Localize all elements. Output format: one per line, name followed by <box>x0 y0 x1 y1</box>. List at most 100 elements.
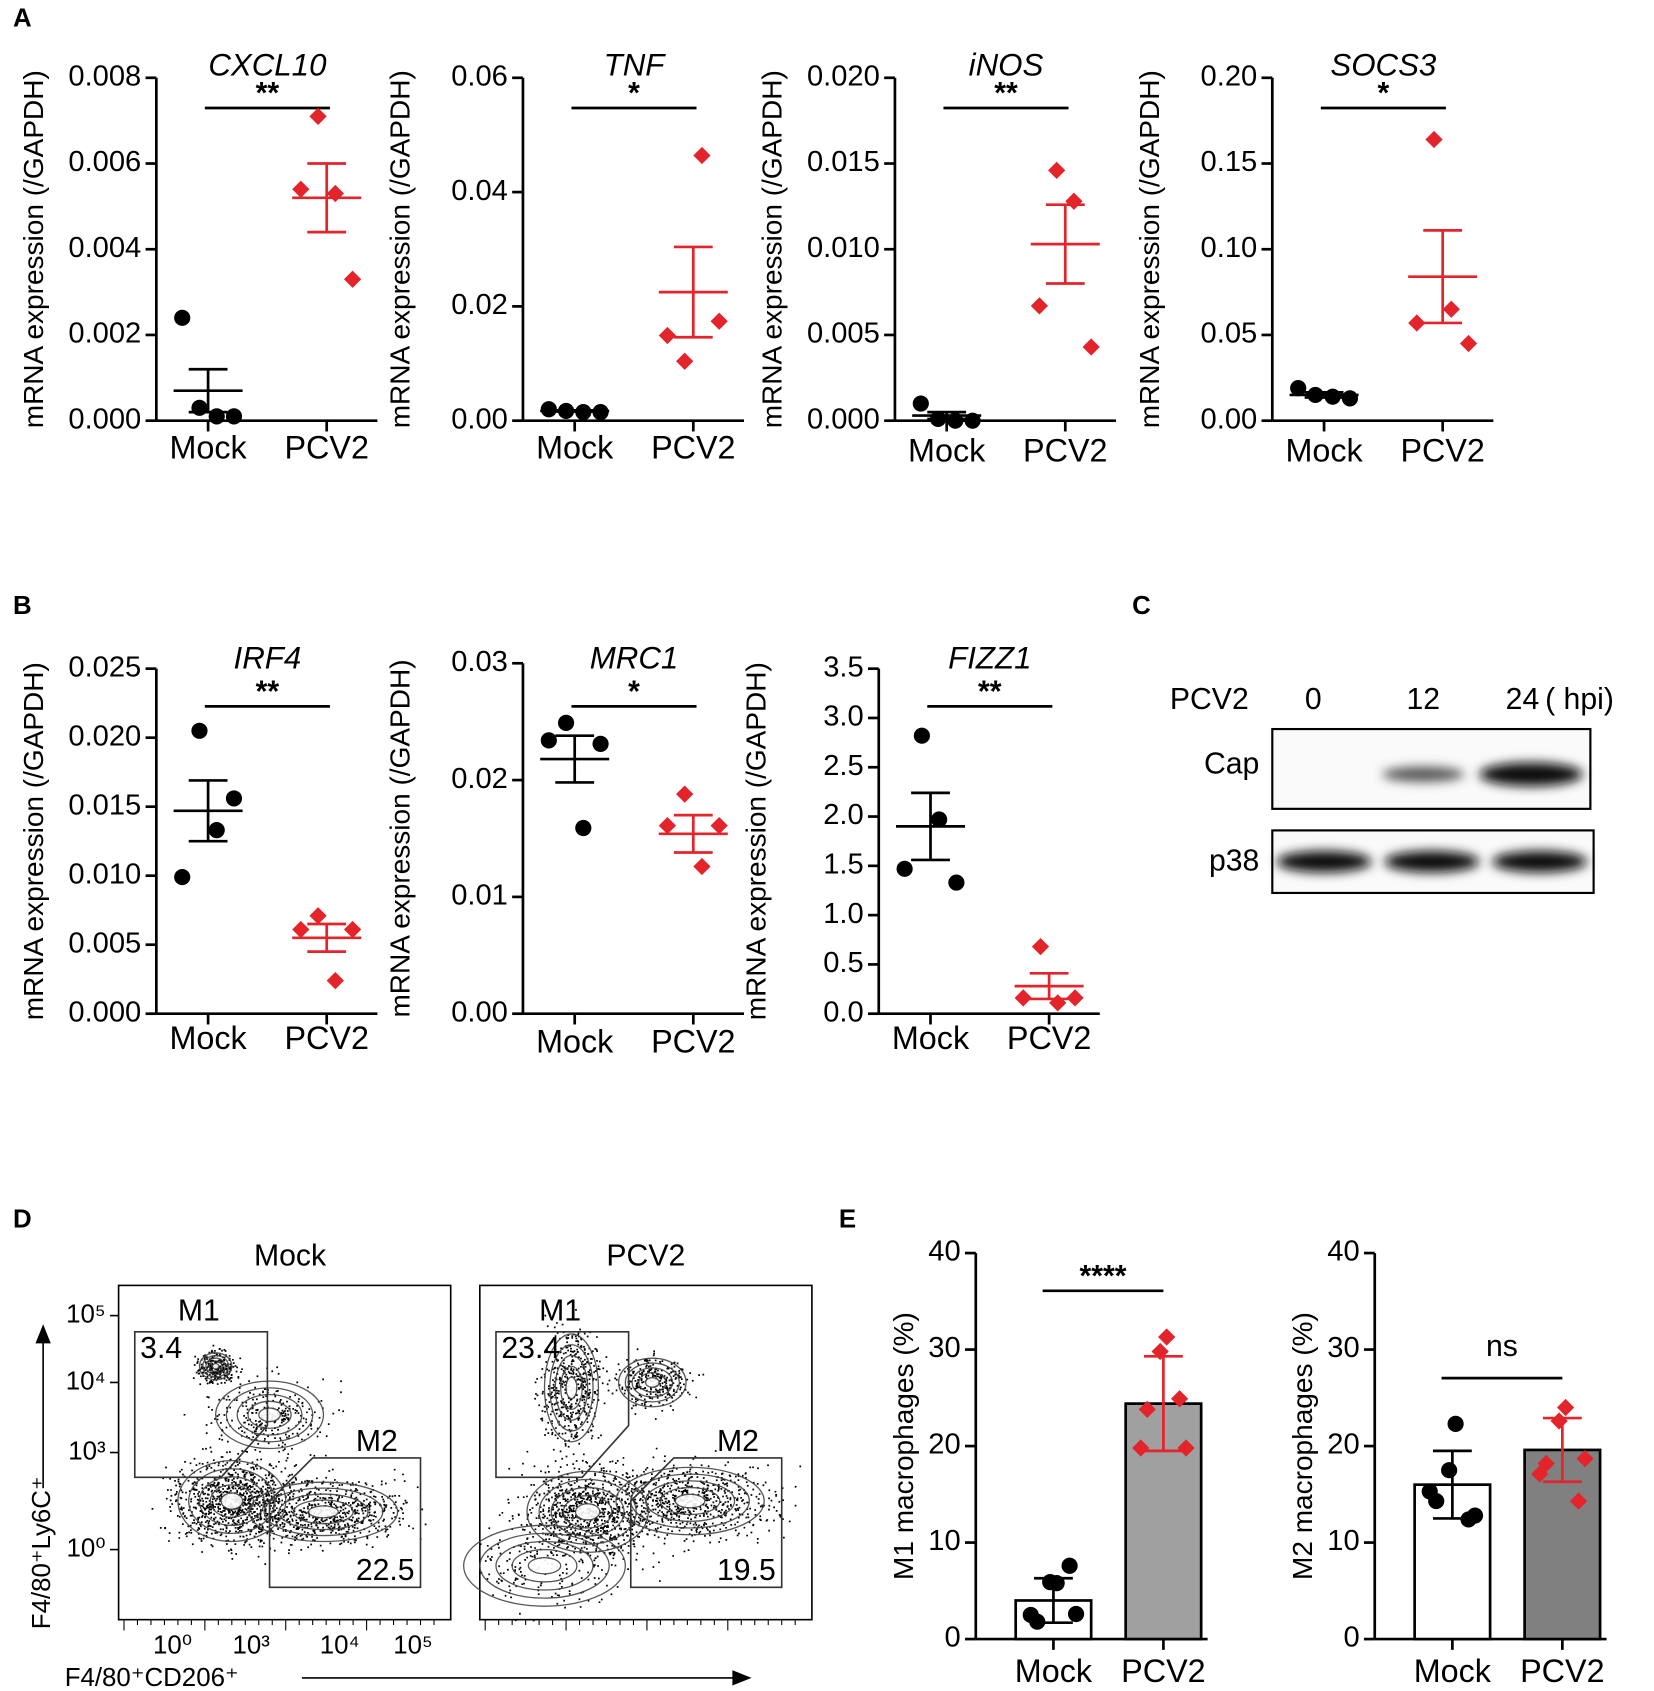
y-tick-label: 0.02 <box>451 289 508 321</box>
y-tick-label: 0.006 <box>68 146 141 178</box>
y-tick-label: 0.000 <box>68 403 141 435</box>
y-tick-label: 0.0 <box>823 996 863 1028</box>
data-point <box>710 312 728 330</box>
x-tick-label: Mock <box>536 429 614 465</box>
gate-m2 <box>268 1457 422 1589</box>
chart-title: SOCS3 <box>1330 47 1437 82</box>
flow-x-tick-label: 10⁰ <box>153 1631 192 1659</box>
data-point <box>948 874 965 891</box>
contour <box>560 1365 583 1411</box>
gate-label: M1 <box>178 1294 220 1327</box>
y-tick-label: 30 <box>928 1332 960 1364</box>
data-point <box>1442 300 1460 318</box>
panel-label: B <box>13 592 32 620</box>
data-point <box>1065 192 1083 210</box>
flow-y-tick-label: 10⁵ <box>66 1300 105 1328</box>
y-tick-label: 0.00 <box>1201 403 1258 435</box>
x-tick-label: PCV2 <box>1121 1653 1205 1689</box>
flow-frame <box>117 1284 452 1621</box>
x-tick-label: Mock <box>536 1023 614 1059</box>
data-point <box>1067 1605 1085 1623</box>
data-point <box>309 907 327 925</box>
gate-m1 <box>495 1330 630 1479</box>
y-tick-label: 10 <box>1327 1525 1359 1557</box>
y-tick-label: 0.005 <box>68 927 141 959</box>
contour <box>236 1393 303 1436</box>
y-tick-label: 10 <box>928 1525 960 1557</box>
x-tick-label: Mock <box>1015 1653 1093 1689</box>
gate-percent: 23.4 <box>501 1332 560 1365</box>
data-point <box>1441 1462 1458 1479</box>
gate-label: M1 <box>539 1294 581 1327</box>
significance-label: ** <box>256 675 280 708</box>
flow-x-label: F4/80⁺CD206⁺ <box>65 1664 239 1691</box>
error-bar <box>1423 229 1463 325</box>
y-tick-label: 0.00 <box>451 996 508 1028</box>
contour <box>293 1499 354 1525</box>
data-point <box>191 399 208 416</box>
y-tick-label: 0.020 <box>68 720 141 752</box>
chart-title: MRC1 <box>590 640 679 675</box>
x-tick-label: PCV2 <box>1023 433 1107 469</box>
error-bar <box>1045 203 1085 285</box>
band <box>1276 850 1372 873</box>
contour <box>198 1476 265 1526</box>
data-point <box>174 868 191 886</box>
data-point <box>326 971 344 990</box>
data-point <box>693 857 711 876</box>
y-tick-label: 2.5 <box>823 750 863 782</box>
contour <box>278 1493 369 1531</box>
contour <box>205 1357 226 1376</box>
y-tick-label: 0 <box>944 1622 960 1654</box>
data-point <box>1550 1412 1568 1430</box>
error-bar <box>307 922 347 953</box>
flow-x-tick-label: 10⁵ <box>393 1631 432 1659</box>
flow-sample-title: Mock <box>254 1239 327 1272</box>
contour <box>554 1354 589 1421</box>
y-tick-label: 0.00 <box>451 403 508 435</box>
error-bar <box>911 791 950 862</box>
y-tick-label: 0.000 <box>68 996 141 1028</box>
y-axis-label: mRNA expression (/GAPDH) <box>740 662 771 1020</box>
data-point <box>931 811 948 828</box>
y-tick-label: 0.005 <box>807 318 880 350</box>
significance-label: ** <box>256 77 280 110</box>
data-point <box>676 352 694 370</box>
data-point <box>540 732 557 749</box>
gate-label: M2 <box>717 1425 759 1458</box>
x-tick-label: PCV2 <box>1520 1653 1604 1689</box>
data-point <box>676 785 694 803</box>
data-point <box>575 819 592 837</box>
data-point <box>174 309 191 326</box>
contour <box>258 1407 281 1423</box>
significance-label: ns <box>1486 1330 1518 1363</box>
x-tick-label: Mock <box>892 1020 970 1056</box>
contour <box>674 1493 706 1509</box>
data-point <box>1029 1613 1046 1630</box>
y-axis-label: mRNA expression (/GAPDH) <box>757 70 788 428</box>
contour <box>562 1495 613 1529</box>
contour <box>208 1360 223 1373</box>
gate-percent: 19.5 <box>717 1554 776 1587</box>
flow-y-tick-label: 10⁴ <box>66 1367 106 1395</box>
gate-m2 <box>629 1457 783 1589</box>
contour <box>198 1352 233 1381</box>
x-tick-label: PCV2 <box>651 429 735 465</box>
data-point <box>1290 380 1307 397</box>
y-tick-label: 0.008 <box>68 60 141 92</box>
data-point <box>1537 1454 1555 1473</box>
contour <box>248 1481 399 1543</box>
y-tick-label: 0.20 <box>1201 60 1258 92</box>
contour <box>225 1387 314 1443</box>
y-tick-label: 0.05 <box>1201 318 1258 350</box>
contour <box>631 1367 674 1398</box>
data-point <box>208 408 225 425</box>
flow-x-tick-label: 10³ <box>233 1631 271 1659</box>
band <box>1382 766 1465 782</box>
data-point <box>326 184 344 203</box>
data-point <box>225 790 243 807</box>
data-point <box>1428 1492 1445 1510</box>
contour <box>495 1540 594 1591</box>
data-point <box>1014 989 1032 1007</box>
